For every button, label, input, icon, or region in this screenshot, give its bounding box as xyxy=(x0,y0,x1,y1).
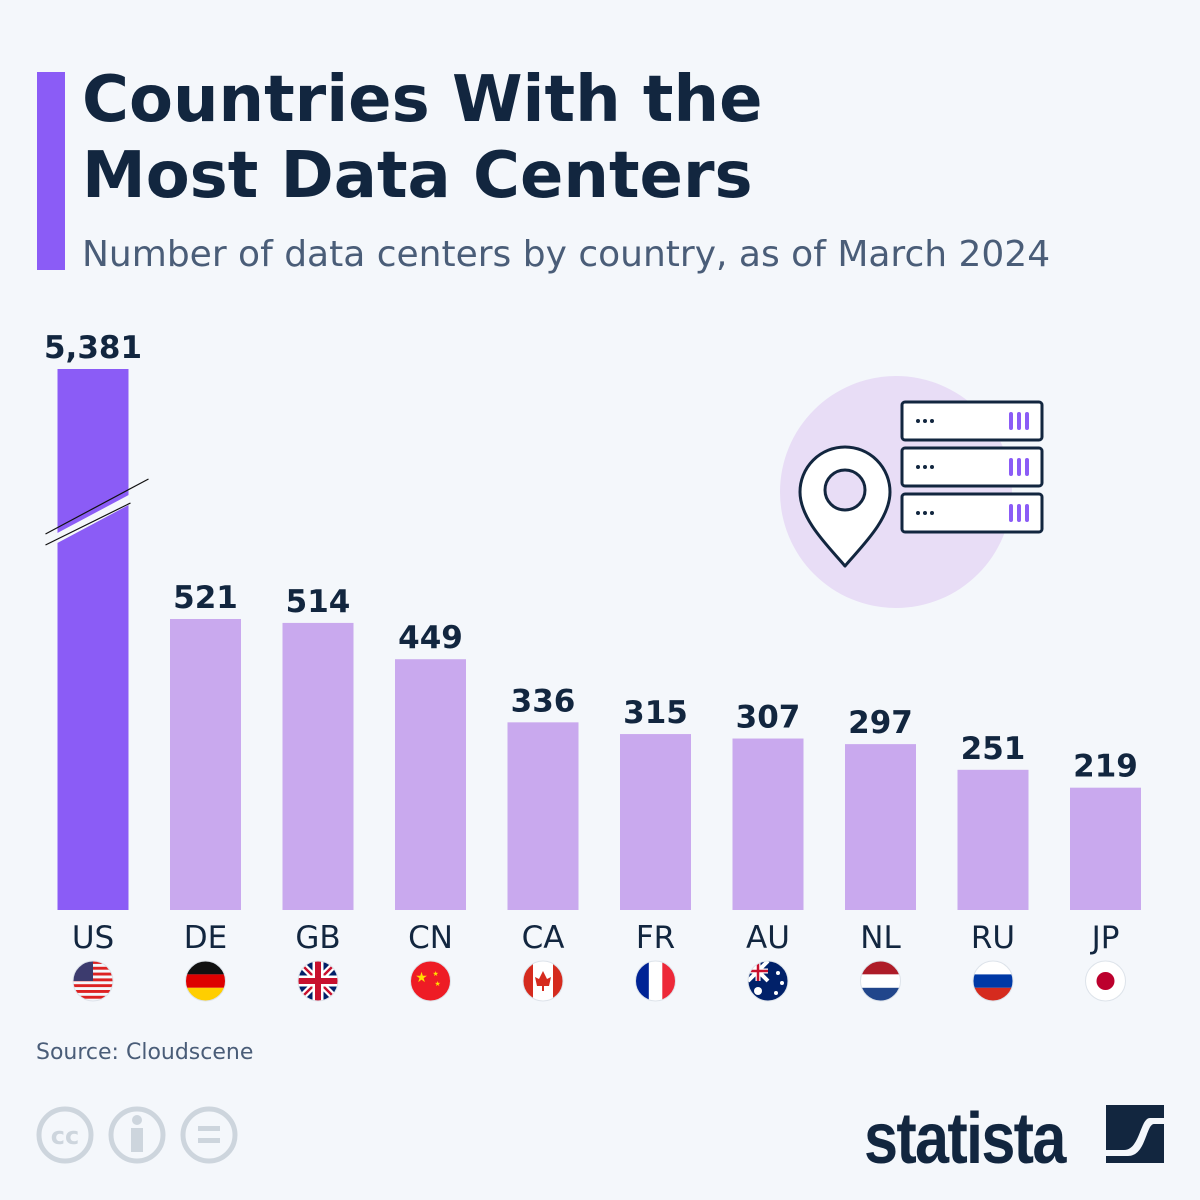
value-label: 449 xyxy=(398,620,463,656)
server-rack-icon xyxy=(900,400,1044,534)
category-label: AU xyxy=(746,920,790,956)
title-line-2: Most Data Centers xyxy=(82,139,753,213)
bar-cn xyxy=(395,659,466,910)
value-label: 521 xyxy=(173,580,238,616)
location-pin-icon xyxy=(798,445,892,568)
server-location-illustration xyxy=(780,376,1044,608)
category-label: GB xyxy=(295,920,340,956)
value-label: 297 xyxy=(848,705,913,741)
title-accent-bar xyxy=(37,72,65,270)
nl-flag-icon xyxy=(860,961,901,1001)
category-label: NL xyxy=(860,920,901,956)
category-label: DE xyxy=(184,920,227,956)
value-label: 307 xyxy=(736,700,801,736)
title-line-1: Countries With the xyxy=(82,63,763,137)
category-label: FR xyxy=(636,920,675,956)
de-flag-icon xyxy=(185,961,226,1001)
chart-subtitle: Number of data centers by country, as of… xyxy=(82,234,1051,275)
gb-flag-icon xyxy=(298,961,338,1001)
category-label: US xyxy=(72,920,114,956)
chart-title: Countries With the Most Data Centers xyxy=(82,62,762,214)
svg-text:★: ★ xyxy=(415,970,428,986)
svg-text:★: ★ xyxy=(435,980,441,988)
bar-au xyxy=(732,738,804,910)
svg-text:★: ★ xyxy=(433,970,439,978)
fr-flag-icon xyxy=(635,961,676,1001)
bar-nl xyxy=(845,744,916,910)
category-label: CN xyxy=(408,920,453,956)
bar-jp xyxy=(1070,787,1141,910)
value-label: 514 xyxy=(286,584,351,620)
value-label: 315 xyxy=(623,695,688,731)
statista-logo: statista xyxy=(864,1099,1066,1179)
cn-flag-icon: ★ ★ ★ xyxy=(410,961,451,1001)
axis-break-marker xyxy=(55,494,131,544)
bar-ca xyxy=(507,722,579,910)
bar-ru xyxy=(957,769,1029,910)
bar-us xyxy=(57,369,129,910)
bar-gb xyxy=(282,622,354,910)
value-label: 336 xyxy=(511,683,576,719)
value-label: 251 xyxy=(961,731,1026,767)
category-label: RU xyxy=(971,920,1015,956)
source-note: Source: Cloudscene xyxy=(36,1040,254,1065)
ru-flag-icon xyxy=(973,961,1013,1001)
au-flag-icon xyxy=(748,961,788,1001)
jp-flag-icon xyxy=(1085,961,1126,1001)
value-label: 219 xyxy=(1073,749,1138,785)
us-flag-icon xyxy=(73,961,113,999)
bar-de xyxy=(170,619,241,910)
category-label: CA xyxy=(522,920,565,956)
category-label: JP xyxy=(1090,920,1120,956)
bar-fr xyxy=(620,734,691,910)
value-label: 5,381 xyxy=(44,330,142,366)
ca-flag-icon xyxy=(523,961,563,1001)
